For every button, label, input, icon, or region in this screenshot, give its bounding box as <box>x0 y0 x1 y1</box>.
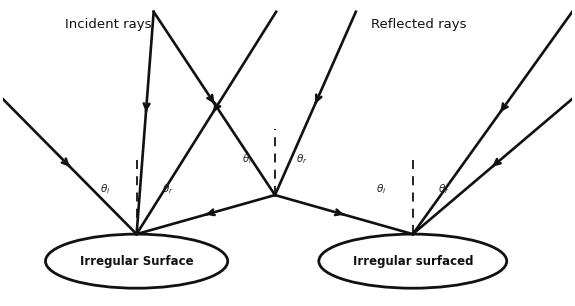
Text: $\theta_i$: $\theta_i$ <box>376 182 386 196</box>
Text: Reflected rays: Reflected rays <box>371 18 466 31</box>
Text: $\theta_r$: $\theta_r$ <box>438 182 450 196</box>
Text: $\theta_r$: $\theta_r$ <box>297 152 308 166</box>
Text: Irregular Surface: Irregular Surface <box>80 255 193 268</box>
Text: $\theta_i$: $\theta_i$ <box>243 152 253 166</box>
Text: Incident rays: Incident rays <box>65 18 151 31</box>
Text: Irregular surfaced: Irregular surfaced <box>352 255 473 268</box>
Text: $\theta_i$: $\theta_i$ <box>100 182 110 196</box>
Text: $\theta_r$: $\theta_r$ <box>162 182 174 196</box>
